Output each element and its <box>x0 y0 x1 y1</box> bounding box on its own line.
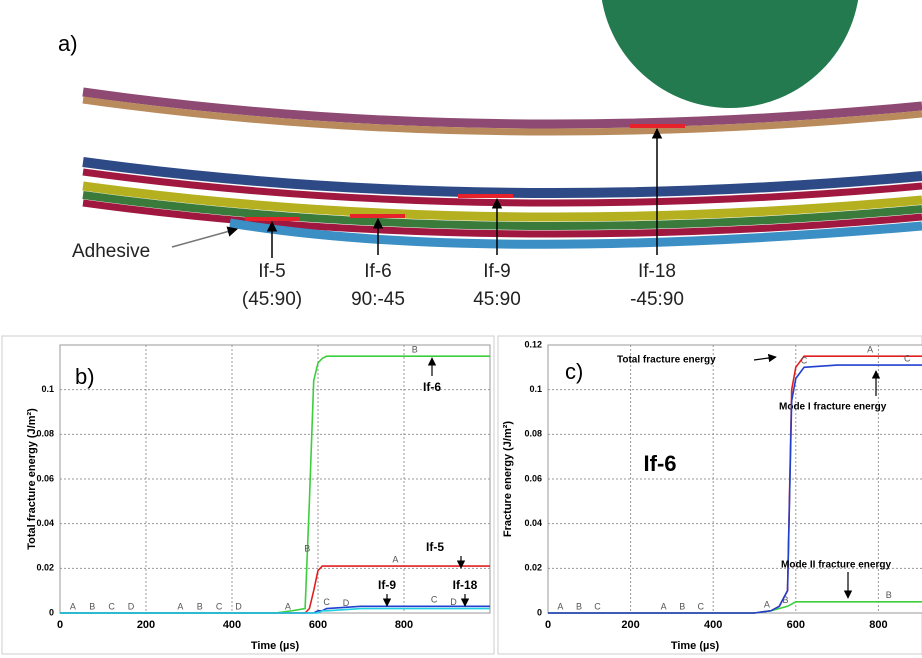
y-axis-label: Fracture energy (J/m²) <box>502 421 514 537</box>
curve-marker: A <box>661 601 667 611</box>
curve-marker: A <box>764 600 770 610</box>
series-label: If-9 <box>378 578 396 592</box>
curve-marker: A <box>177 601 183 611</box>
y-tick-label: 0.06 <box>524 473 542 483</box>
curve-marker: A <box>867 345 873 355</box>
curve-marker: A <box>285 601 291 611</box>
y-tick-label: 0 <box>49 607 54 617</box>
series-label: If-5 <box>426 540 444 554</box>
curve-marker: C <box>108 601 115 611</box>
series-label: Mode I fracture energy <box>779 402 887 413</box>
curve-marker: A <box>557 601 563 611</box>
figure: a) Adhesive If-5 (45:90) If-6 90:-45 If-… <box>0 0 922 658</box>
curve-marker: D <box>343 598 350 608</box>
label: If-9 <box>483 261 510 282</box>
curve-marker: C <box>904 353 911 363</box>
series-label: If-6 <box>423 380 441 394</box>
x-tick-label: 800 <box>869 619 887 631</box>
y-tick-label: 0.1 <box>41 384 54 394</box>
label: 45:90 <box>473 289 521 310</box>
y-axis-label: Total fracture energy (J/m²) <box>26 408 38 550</box>
ply <box>83 92 922 124</box>
impactor <box>600 0 860 108</box>
x-tick-label: 800 <box>395 619 413 631</box>
series-label: Total fracture energy <box>617 355 716 366</box>
label: If-5 <box>258 261 285 282</box>
curve-marker: C <box>323 597 330 607</box>
y-tick-label: 0.08 <box>36 429 54 439</box>
y-tick-label: 0.1 <box>529 384 542 394</box>
label: (45:90) <box>242 289 302 310</box>
y-tick-label: 0.04 <box>36 518 54 528</box>
y-tick-label: 0.08 <box>524 429 542 439</box>
y-tick-label: 0 <box>537 607 542 617</box>
x-tick-label: 0 <box>545 619 551 631</box>
panel-a: a) Adhesive If-5 (45:90) If-6 90:-45 If-… <box>58 0 922 310</box>
x-tick-label: 0 <box>57 619 63 631</box>
x-tick-label: 200 <box>621 619 639 631</box>
label: Adhesive <box>72 241 150 262</box>
curve-marker: B <box>89 601 95 611</box>
curve-marker: C <box>594 601 601 611</box>
curve-marker: B <box>679 601 685 611</box>
curve-marker: B <box>886 590 892 600</box>
series-label: Mode II fracture energy <box>781 560 891 571</box>
annotation: If-6 <box>644 451 677 476</box>
curve-marker: D <box>450 597 457 607</box>
x-tick-label: 600 <box>787 619 805 631</box>
curve-marker: B <box>412 345 418 355</box>
curve-marker: C <box>698 601 705 611</box>
x-tick-label: 400 <box>223 619 241 631</box>
curve-marker: B <box>197 601 203 611</box>
x-tick-label: 600 <box>309 619 327 631</box>
label: If-6 <box>364 261 391 282</box>
y-tick-label: 0.02 <box>36 563 54 573</box>
series-label: If-18 <box>453 578 478 592</box>
curve-marker: B <box>576 601 582 611</box>
x-axis-label: Time (µs) <box>251 640 300 652</box>
panel-label: b) <box>75 364 95 389</box>
y-tick-label: 0.06 <box>36 473 54 483</box>
label: If-18 <box>638 261 676 282</box>
curve-marker: A <box>70 601 76 611</box>
curve-marker: A <box>392 554 398 564</box>
x-tick-label: 200 <box>137 619 155 631</box>
y-tick-label: 0.04 <box>524 518 542 528</box>
panel-label: a) <box>58 31 78 56</box>
curve-marker: C <box>216 601 223 611</box>
label: 90:-45 <box>351 289 405 310</box>
y-tick-label: 0.12 <box>524 339 542 349</box>
curve-marker: B <box>304 543 310 553</box>
panel-label: c) <box>565 359 583 384</box>
curve-marker: D <box>235 601 242 611</box>
label: -45:90 <box>630 289 684 310</box>
x-tick-label: 400 <box>704 619 722 631</box>
curve-marker: D <box>128 601 135 611</box>
x-axis-label: Time (µs) <box>671 640 720 652</box>
y-tick-label: 0.02 <box>524 563 542 573</box>
curve-marker: C <box>801 356 808 366</box>
curve-marker: C <box>431 595 438 605</box>
